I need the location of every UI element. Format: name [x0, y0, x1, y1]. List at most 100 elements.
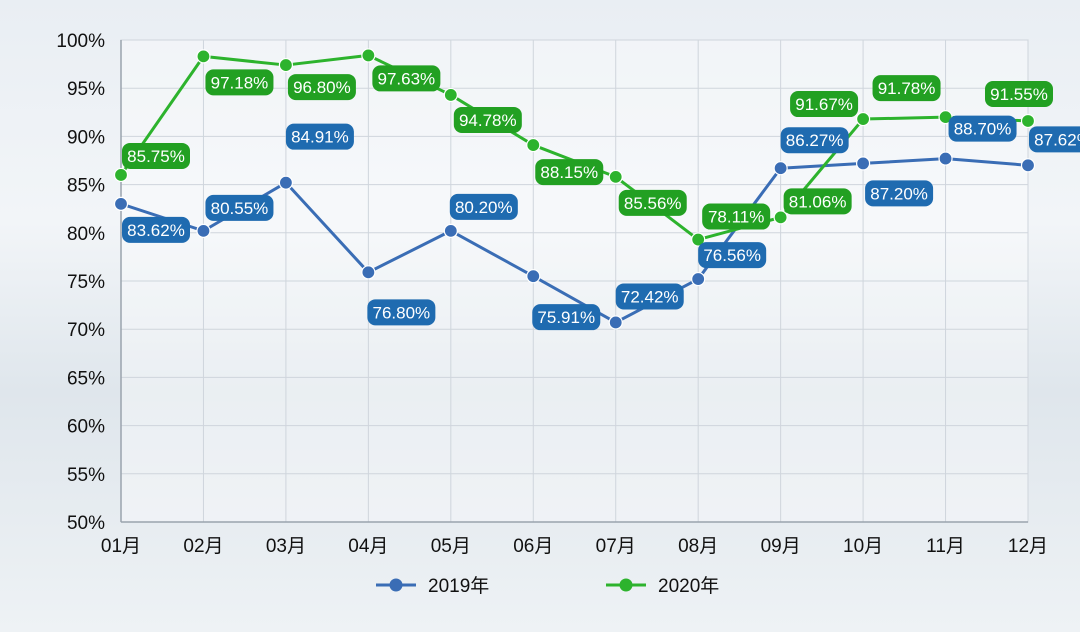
data-label: 87.20%	[870, 184, 928, 203]
data-label-box	[948, 115, 1017, 142]
x-tick-label: 03月	[266, 536, 306, 557]
data-point	[691, 232, 706, 247]
data-point	[1020, 113, 1036, 129]
data-point	[361, 265, 376, 280]
y-tick-label: 50%	[67, 513, 105, 534]
data-point	[443, 87, 458, 103]
data-label: 72.42%	[621, 287, 679, 306]
data-label-box	[367, 299, 436, 326]
x-tick-label: 06月	[513, 536, 553, 557]
y-tick-label: 65%	[67, 368, 105, 389]
data-label: 78.11%	[708, 208, 764, 227]
data-point	[608, 169, 623, 184]
series-line-2019年	[120, 157, 1029, 324]
data-point	[278, 175, 294, 190]
data-point	[1020, 158, 1036, 173]
data-label-box	[285, 123, 354, 150]
data-label: 85.75%	[127, 147, 185, 166]
data-label: 88.70%	[954, 120, 1012, 139]
data-label: 88.15%	[540, 163, 598, 182]
x-tick-label: 09月	[761, 536, 801, 557]
data-label-box	[205, 194, 274, 221]
data-label-box	[618, 189, 687, 216]
data-label-box	[985, 80, 1053, 107]
data-label: 80.20%	[455, 198, 513, 217]
data-label: 80.55%	[211, 199, 269, 218]
data-label: 76.56%	[703, 246, 761, 265]
data-label: 85.56%	[624, 194, 682, 213]
data-point	[526, 269, 541, 284]
data-label-box	[783, 188, 852, 215]
data-label-box	[532, 304, 601, 331]
data-label-box	[865, 180, 934, 207]
data-point	[855, 111, 871, 127]
x-tick-label: 12月	[1008, 536, 1048, 557]
data-label-box	[1029, 126, 1080, 153]
data-point	[113, 167, 129, 183]
data-label: 94.78%	[459, 111, 517, 130]
data-point	[855, 156, 871, 171]
data-label-box	[790, 91, 859, 118]
data-label-box	[780, 127, 849, 154]
data-point	[773, 210, 788, 225]
y-tick-label: 80%	[67, 224, 105, 245]
data-label-box	[372, 65, 441, 92]
data-label: 84.91%	[291, 128, 349, 147]
data-label: 91.55%	[990, 85, 1048, 104]
data-point	[608, 315, 623, 330]
data-label-box	[453, 106, 522, 133]
data-point	[938, 151, 953, 166]
data-point	[443, 223, 458, 238]
data-point	[113, 196, 129, 211]
x-tick-label: 04月	[348, 536, 388, 557]
legend-label: 2020年	[658, 575, 719, 597]
data-label-box	[205, 69, 274, 96]
legend-marker	[619, 578, 633, 592]
x-tick-label: 05月	[431, 536, 471, 557]
y-tick-label: 60%	[67, 417, 105, 438]
data-label: 83.62%	[127, 221, 185, 240]
data-label-box	[698, 242, 767, 269]
data-label-box	[449, 193, 518, 220]
legend-label: 2019年	[428, 575, 489, 597]
x-tick-label: 08月	[678, 536, 718, 557]
data-label-box	[122, 142, 190, 169]
data-label: 97.63%	[378, 69, 436, 88]
data-label: 97.18%	[211, 73, 269, 92]
data-point	[278, 57, 294, 73]
data-point	[196, 223, 211, 238]
data-label-box	[122, 216, 190, 243]
y-tick-label: 90%	[67, 127, 105, 148]
data-point	[526, 137, 541, 153]
data-label: 96.80%	[293, 78, 351, 97]
data-label: 86.27%	[786, 131, 844, 150]
data-label-box	[287, 74, 356, 101]
x-tick-label: 10月	[843, 536, 883, 557]
y-tick-label: 85%	[67, 176, 105, 197]
data-label: 91.67%	[795, 95, 853, 114]
data-label-box	[615, 283, 684, 310]
y-tick-label: 95%	[67, 79, 105, 100]
data-label-box	[872, 75, 941, 102]
x-tick-label: 02月	[183, 536, 223, 557]
x-tick-label: 11月	[926, 536, 965, 557]
data-label-box	[535, 159, 604, 186]
data-point	[361, 48, 376, 63]
data-point	[773, 161, 788, 176]
data-label: 91.78%	[878, 79, 936, 98]
y-tick-label: 55%	[67, 465, 105, 486]
y-tick-label: 70%	[67, 320, 105, 341]
data-label: 81.06%	[789, 192, 847, 211]
y-tick-label: 75%	[67, 272, 105, 293]
data-label-box	[702, 203, 771, 230]
legend-marker	[389, 578, 403, 592]
y-tick-label: 100%	[56, 31, 105, 52]
data-label: 75.91%	[537, 308, 595, 327]
data-point	[691, 271, 706, 287]
data-label: 87.62%	[1034, 130, 1080, 149]
x-tick-label: 07月	[596, 536, 636, 557]
data-label: 76.80%	[373, 303, 431, 322]
x-tick-label: 01月	[101, 536, 141, 557]
